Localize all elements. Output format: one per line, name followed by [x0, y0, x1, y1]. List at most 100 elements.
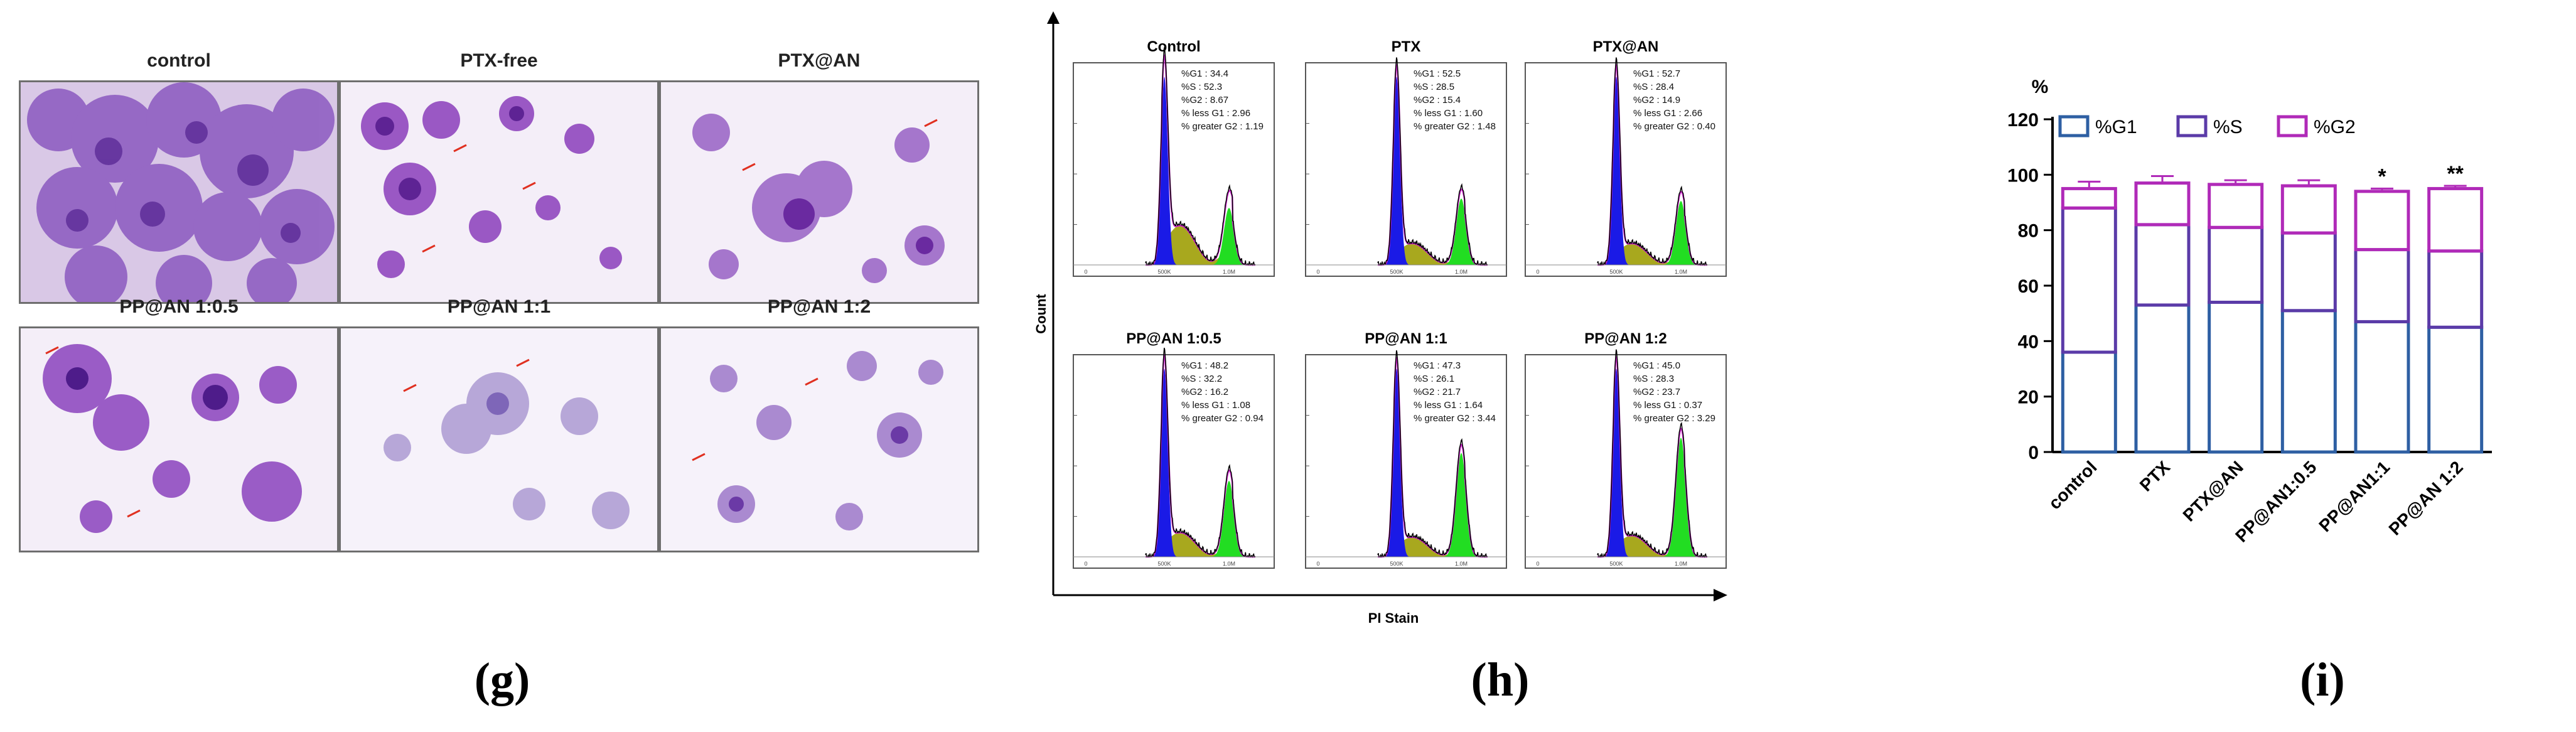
stats-line: %G1 : 52.5	[1414, 68, 1461, 79]
histogram-subplot: PP@AN 1:0.5 0 500K 1.0M %G1 : 48.2 %S : 32.2%…	[1073, 330, 1275, 569]
stats-line: % greater G2 : 0.94	[1181, 413, 1264, 424]
subplot-title: PP@AN 1:1	[1365, 330, 1447, 347]
cell-image	[341, 82, 657, 302]
stats-line: % less G1 : 1.08	[1181, 400, 1250, 411]
histogram-subplot: PTX 0 500K 1.0M %G1 : 52.5 %S : 28.5 %G2 : 15.…	[1305, 38, 1507, 277]
stats-line: %S : 26.1	[1414, 374, 1454, 384]
x-tick-label: PTX	[2136, 457, 2174, 495]
x-tick-label: 500K	[1390, 561, 1403, 567]
g1-phase-area	[1597, 369, 1707, 557]
bar-segment	[2280, 184, 2337, 235]
stats-line: %S : 32.2	[1181, 374, 1222, 384]
micrograph-image	[339, 326, 659, 552]
subplot-frame	[1073, 354, 1275, 569]
x-tick-label: 0	[1084, 561, 1087, 567]
micrograph-image	[659, 80, 979, 304]
histogram-outline	[1597, 57, 1708, 266]
stats-line: %G1 : 48.2	[1181, 360, 1228, 371]
stats-line: % less G1 : 2.96	[1181, 108, 1250, 119]
cell-image	[21, 82, 337, 302]
stats-line: % less G1 : 2.66	[1633, 108, 1702, 119]
y-tick-label: 60	[2018, 276, 2039, 297]
subplot-frame	[1305, 62, 1507, 277]
stats-line: %G2 : 16.2	[1181, 387, 1228, 397]
x-tick-label: 500K	[1390, 269, 1403, 275]
bar-segment	[2280, 231, 2337, 313]
x-tick-label: 0	[1316, 561, 1319, 567]
bar-segment	[2061, 206, 2117, 354]
stats-line: %S : 52.3	[1181, 82, 1222, 92]
subplot-title: PTX@AN	[1593, 38, 1659, 55]
stats-line: % greater G2 : 3.44	[1414, 413, 1496, 424]
stats-line: % greater G2 : 3.29	[1633, 413, 1715, 424]
stats-line: % less G1 : 1.64	[1414, 400, 1483, 411]
y-tick-label: 100	[2007, 165, 2039, 186]
g1-phase-area	[1378, 77, 1488, 266]
x-tick-label: 0	[1536, 561, 1539, 567]
x-tick-label: 500K	[1157, 561, 1171, 567]
stats-line: %G1 : 45.0	[1633, 360, 1680, 371]
histogram-subplot: PP@AN 1:2 0 500K 1.0M %G1 : 45.0 %S : 28.3 %G2…	[1525, 330, 1727, 569]
g2-phase-area	[1146, 208, 1255, 265]
x-axis-arrow	[1714, 589, 1727, 601]
legend-label: %G2	[2314, 117, 2356, 137]
micrograph-title: PTX-free	[460, 50, 538, 71]
subplot-title: PTX	[1392, 38, 1421, 55]
x-tick-label: 1.0M	[1675, 561, 1687, 567]
flow-cytometry-chart: Count PI Stain Control 0 500K 1.0M %G1 : 34.4%…	[1033, 11, 1727, 626]
x-tick-label: 1.0M	[1223, 269, 1235, 275]
x-tick-label: 500K	[1609, 269, 1623, 275]
stats-line: % less G1 : 1.60	[1414, 108, 1483, 119]
x-tick-label: PP@AN 1:2	[2385, 457, 2467, 539]
histogram-outline	[1145, 47, 1256, 266]
x-tick-label: 0	[1536, 269, 1539, 275]
g2-phase-area	[1597, 201, 1707, 265]
micrograph-ptx-an: PTX@AN	[659, 50, 979, 304]
stats-line: %S : 28.5	[1414, 82, 1454, 92]
g2-phase-area	[1378, 198, 1488, 265]
y-tick-label: 120	[2007, 110, 2039, 131]
legend-label: %S	[2213, 117, 2243, 137]
micrograph-title: PP@AN 1:2	[767, 296, 871, 317]
x-tick-label: PTX@AN	[2179, 457, 2247, 525]
significance-marker: **	[2447, 162, 2464, 186]
histogram-subplot: Control 0 500K 1.0M %G1 : 34.4 %S : 52.3 %G2 :…	[1073, 38, 1275, 277]
g2-phase-area	[1597, 438, 1707, 557]
y-tick-label: 80	[2018, 221, 2039, 242]
x-tick-label: 1.0M	[1223, 561, 1235, 567]
g2-phase-area	[1146, 481, 1255, 557]
panel-label-g: (g)	[474, 654, 530, 706]
stats-line: %G1 : 34.4	[1181, 68, 1228, 79]
stats-line: %G2 : 15.4	[1414, 95, 1461, 105]
g2-phase-area	[1378, 453, 1488, 557]
panel-label-i: (i)	[2300, 654, 2345, 706]
bar-segment	[2354, 320, 2410, 454]
bar-segment	[2061, 186, 2117, 210]
x-tick-label: 500K	[1609, 561, 1623, 567]
legend-swatch	[2176, 115, 2208, 137]
histogram-outline	[1377, 57, 1488, 266]
micrograph-control: control	[19, 50, 339, 304]
stats-line: %G2 : 8.67	[1181, 95, 1228, 105]
bar-segment	[2134, 181, 2191, 227]
x-tick-label: 0	[1316, 269, 1319, 275]
subplot-title: PP@AN 1:2	[1584, 330, 1666, 347]
micrograph-pp-an-1-2: PP@AN 1:2	[659, 296, 979, 552]
y-tick-label: 0	[2028, 443, 2039, 463]
stats-line: % greater G2 : 1.19	[1181, 121, 1264, 132]
stats-line: %G2 : 23.7	[1633, 387, 1680, 397]
stats-line: %G2 : 21.7	[1414, 387, 1461, 397]
bar-segment	[2061, 350, 2117, 454]
bar-segment	[2427, 325, 2484, 454]
y-tick-label: 40	[2018, 331, 2039, 352]
histogram-outline	[1377, 350, 1488, 558]
g1-phase-area	[1146, 77, 1255, 266]
stats-line: %S : 28.4	[1633, 82, 1674, 92]
subplot-frame	[1525, 62, 1727, 277]
subplot-frame	[1525, 354, 1727, 569]
bar-segment	[2427, 249, 2484, 329]
y-axis-arrow	[1047, 11, 1060, 24]
bar-segment	[2427, 186, 2484, 253]
micrograph-pp-an-1-0-5: PP@AN 1:0.5	[19, 296, 339, 552]
